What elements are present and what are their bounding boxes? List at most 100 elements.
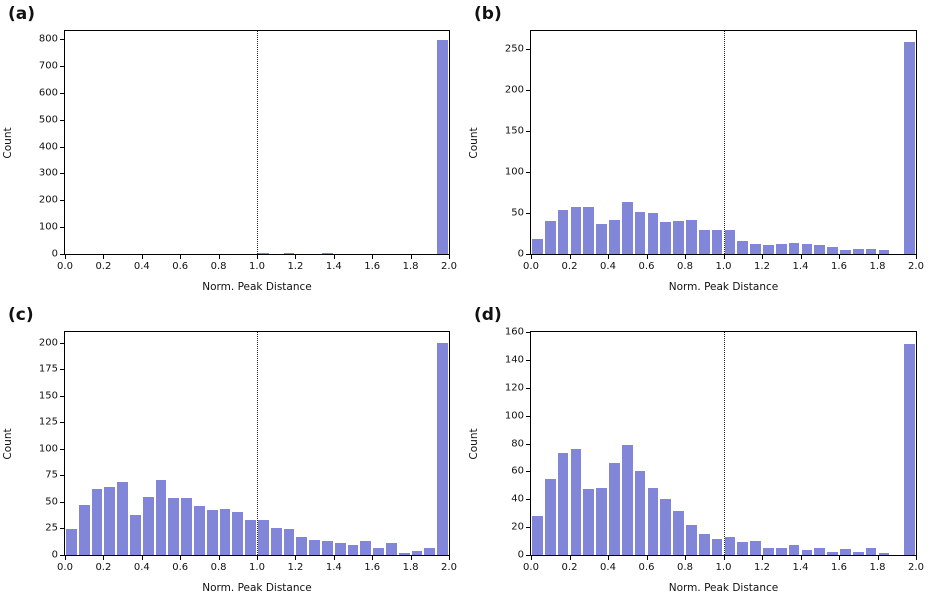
panel-letter-label: (c) (8, 305, 34, 325)
x-tick-mark (646, 255, 648, 259)
y-tick-label: 50 (45, 496, 58, 508)
x-tick-mark (685, 255, 686, 259)
histogram-bar (736, 240, 750, 254)
y-tick-label: 150 (38, 390, 58, 402)
x-tick-mark (295, 556, 297, 560)
histogram-bar (787, 241, 801, 254)
plot-area: 0 25 50 75 100 125 150 175 200 0.0 0.2 0.4 0.6 0.8 1.0… (39, 331, 457, 573)
histogram-bar (864, 248, 878, 254)
histogram-bar (231, 511, 245, 555)
x-tick-label: 1.6 (364, 261, 381, 272)
x-tick-mark (531, 255, 532, 259)
histogram-bar (436, 39, 449, 254)
panel-d: (d) Count Norm. Peak Distance 0 20 40 60 80 100 1… (466, 301, 933, 602)
y-tick-label: 200 (38, 337, 58, 349)
x-tick-label: 1.4 (325, 261, 342, 272)
panel-letter-label: (d) (474, 305, 502, 325)
histogram-bar (346, 544, 360, 555)
y-axis-label-text: Count (2, 126, 14, 159)
x-tick-label: 0.8 (210, 261, 227, 272)
x-tick-label: 1.2 (287, 562, 304, 573)
histogram-bar (154, 478, 168, 555)
histogram-bar (333, 542, 347, 555)
y-tick-mark (526, 131, 530, 133)
y-tick-label: 0 (51, 248, 58, 260)
x-tick-mark (723, 556, 725, 560)
y-tick-mark (526, 49, 530, 51)
y-tick-label: 600 (38, 87, 58, 99)
histogram-bar (543, 478, 557, 555)
histogram-bar (762, 244, 775, 254)
x-tick-label: 0.6 (638, 562, 655, 573)
x-tick-label: 1.4 (792, 261, 809, 272)
x-tick-label: 0.2 (561, 261, 578, 272)
histogram-bar (397, 551, 411, 555)
x-tick-label: 1.0 (715, 261, 732, 272)
x-axis-label: Norm. Peak Distance (668, 582, 779, 594)
y-axis-label: Count (0, 30, 16, 255)
x-tick-mark (762, 255, 763, 259)
x-tick-mark (218, 556, 220, 560)
y-tick-mark (60, 200, 64, 202)
y-tick-label: 0 (51, 549, 58, 561)
y-tick-mark (60, 119, 64, 121)
histogram-bar (180, 496, 193, 555)
histogram-bar (697, 532, 711, 555)
histogram-bar (244, 518, 257, 555)
x-tick-label: 1.0 (249, 261, 265, 272)
x-tick-mark (877, 255, 879, 259)
x-tick-label: 2.0 (441, 562, 457, 573)
x-tick-label: 1.8 (402, 562, 419, 573)
x-tick-label: 1.2 (754, 562, 770, 573)
histogram-bar (295, 252, 309, 254)
reference-line-x1 (723, 332, 725, 555)
x-tick-label: 1.8 (402, 261, 419, 272)
x-tick-mark (180, 556, 182, 560)
y-tick-label: 100 (504, 410, 524, 422)
y-tick-mark (60, 65, 64, 67)
y-tick-mark (60, 555, 64, 556)
x-tick-label: 2.0 (908, 261, 924, 272)
y-tick-label: 0 (517, 248, 524, 260)
histogram-bar (723, 535, 737, 555)
histogram-bar (116, 480, 129, 555)
x-tick-mark (608, 255, 609, 259)
histogram-bar (672, 510, 685, 555)
histogram-bar (864, 546, 878, 555)
x-tick-mark (800, 255, 802, 259)
histogram-bar (813, 244, 827, 254)
x-tick-mark (569, 556, 571, 560)
y-tick-mark (526, 415, 530, 417)
y-tick-mark (526, 213, 530, 214)
y-tick-label: 160 (504, 326, 524, 338)
y-tick-label: 200 (504, 84, 524, 96)
y-tick-label: 0 (517, 549, 524, 561)
panel-letter-label: (a) (8, 4, 36, 24)
y-tick-mark (60, 227, 64, 229)
histogram-bar (608, 218, 621, 254)
x-tick-label: 1.0 (715, 562, 732, 573)
x-tick-mark (916, 255, 917, 259)
y-tick-mark (60, 146, 64, 148)
histogram-bar (749, 539, 762, 555)
y-tick-label: 140 (504, 354, 524, 366)
x-tick-label: 1.8 (869, 562, 886, 573)
x-tick-mark (685, 556, 686, 560)
x-tick-label: 1.2 (287, 261, 304, 272)
reference-line-x1 (257, 332, 258, 555)
plot-area: 0 100 200 300 400 500 600 700 800 0.0 0.2 0.4 0.6 0.8… (39, 30, 457, 272)
y-tick-label: 300 (38, 167, 58, 179)
histogram-bar (321, 540, 334, 555)
histogram-bar (372, 253, 385, 254)
y-tick-mark (526, 90, 530, 92)
x-tick-mark (410, 556, 412, 560)
x-tick-mark (103, 255, 105, 259)
panel-c: (c) Count Norm. Peak Distance 0 25 50 75 100 125… (0, 301, 466, 602)
histogram-bar (556, 451, 570, 555)
histogram-bar (65, 528, 78, 555)
x-tick-mark (839, 556, 840, 560)
reference-line-x1 (723, 31, 725, 254)
histogram-bar (282, 252, 296, 254)
x-tick-mark (295, 255, 297, 259)
histogram-bar (308, 252, 321, 254)
